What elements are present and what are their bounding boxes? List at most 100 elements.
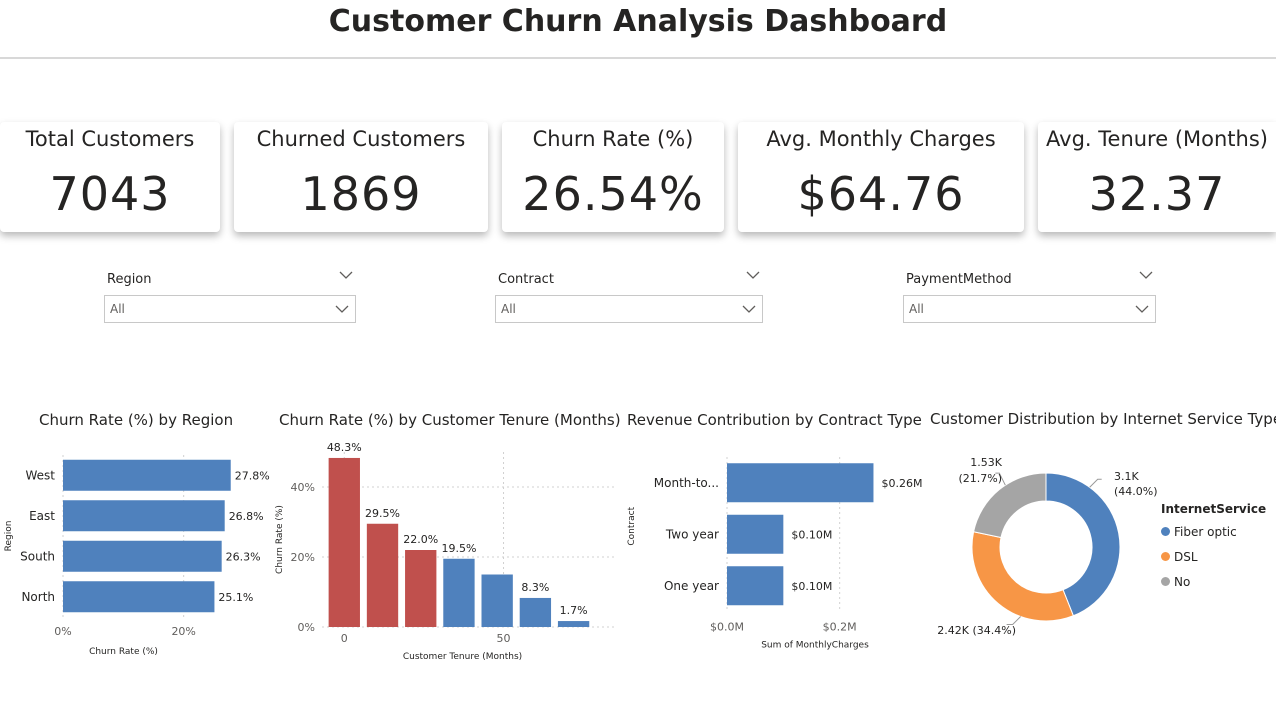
data-label: 29.5% [365,507,400,520]
data-label: 26.3% [226,550,261,563]
leader-line [995,472,1006,486]
kpi-label: Avg. Tenure (Months) [1046,127,1268,151]
kpi-value: 32.37 [1088,167,1226,221]
slicer-label: Region [107,272,152,287]
chevron-down-icon [742,305,756,313]
kpi-card-churned-customers[interactable]: Churned Customers 1869 [234,122,488,232]
payment-method-dropdown[interactable]: All [903,295,1156,323]
chevron-down-icon[interactable] [1139,268,1153,282]
x-axis-title: Churn Rate (%) [89,647,158,657]
data-label: $0.10M [791,528,832,541]
title-divider [0,57,1276,59]
contract-dropdown[interactable]: All [495,295,763,323]
y-axis-title: Region [4,521,14,552]
legend-item-fiber-optic[interactable]: Fiber optic [1161,525,1237,539]
bar [443,558,475,627]
data-label: 1.53K [970,456,1002,469]
bar [405,550,437,627]
bar [727,566,784,606]
legend-item-dsl[interactable]: DSL [1161,550,1198,564]
x-tick-label: $0.0M [710,621,744,634]
x-axis-title: Sum of MonthlyCharges [761,641,869,651]
dropdown-value: All [110,302,125,316]
kpi-label: Avg. Monthly Charges [766,127,996,151]
leader-line [1006,616,1022,626]
bar [519,597,552,627]
x-axis-title: Customer Tenure (Months) [403,652,522,662]
chart-title-contract: Revenue Contribution by Contract Type [627,411,922,429]
chevron-down-icon [1135,305,1149,313]
slicer-label: PaymentMethod [906,272,1012,287]
x-tick-label: 0 [341,632,348,645]
bar [366,523,399,627]
x-tick-label: 0% [54,625,71,638]
category-label: East [29,509,55,523]
data-label: 1.7% [560,604,588,617]
donut-slice [972,472,1047,539]
data-label: 27.8% [235,469,270,482]
legend-label: DSL [1174,550,1198,564]
y-tick-label: 20% [291,551,315,564]
kpi-label: Churn Rate (%) [532,127,694,151]
x-tick-label: 20% [171,625,195,638]
bar [727,463,874,503]
data-label: $0.26M [881,477,922,490]
dropdown-value: All [501,302,516,316]
kpi-label: Total Customers [25,127,195,151]
category-label: South [20,549,55,563]
region-dropdown[interactable]: All [104,295,356,323]
data-label: (44.0%) [1114,485,1158,498]
kpi-label: Churned Customers [256,127,466,151]
chart-title-region: Churn Rate (%) by Region [39,411,234,429]
data-label: 19.5% [441,542,476,555]
data-label: 26.8% [229,510,264,523]
chart-title-tenure: Churn Rate (%) by Customer Tenure (Month… [279,411,621,429]
kpi-value: $64.76 [797,167,965,221]
category-label: Two year [665,527,719,541]
kpi-card-total-customers[interactable]: Total Customers 7043 [0,122,220,232]
leader-line [1089,478,1102,488]
bar [481,574,513,627]
kpi-value: 1869 [300,167,422,221]
kpi-value: 26.54% [522,167,704,221]
data-label: 3.1K [1114,470,1139,483]
x-tick-label: 50 [497,632,511,645]
chevron-down-icon[interactable] [339,268,353,282]
data-label: 25.1% [218,591,253,604]
data-label: 22.0% [403,533,438,546]
bar [63,500,225,532]
legend-swatch [1161,527,1170,536]
legend-swatch [1161,577,1170,586]
category-label: North [21,590,55,604]
chevron-down-icon [335,305,349,313]
y-axis-title: Contract [627,506,637,545]
chevron-down-icon[interactable] [746,268,760,282]
y-tick-label: 0% [298,621,315,634]
donut-slice [971,531,1075,622]
bar [63,459,231,491]
internet-donut-chart: 3.1K (44.0%) 2.42K (34.4%) 1.53K (21.7%) [937,456,1158,637]
slicer-label: Contract [498,272,554,287]
bar [328,457,360,627]
y-axis-title: Churn Rate (%) [275,505,285,574]
legend-label: No [1174,575,1191,589]
data-label: $0.10M [791,580,832,593]
bar [63,540,222,572]
kpi-card-avg-tenure[interactable]: Avg. Tenure (Months) 32.37 [1038,122,1276,232]
category-label: West [25,468,55,482]
kpi-card-avg-monthly-charges[interactable]: Avg. Monthly Charges $64.76 [738,122,1024,232]
kpi-value: 7043 [49,167,171,221]
chart-title-internet: Customer Distribution by Internet Servic… [930,410,1276,428]
legend-title: InternetService [1161,502,1267,516]
data-label: 8.3% [521,581,549,594]
legend-item-no[interactable]: No [1161,575,1190,589]
category-label: One year [664,579,719,593]
x-tick-label: $0.2M [823,621,857,634]
donut-slice [1045,472,1121,617]
y-tick-label: 40% [291,481,315,494]
page-title: Customer Churn Analysis Dashboard [328,4,948,39]
tenure-bar-chart: 0% 20% 40% 0 50 48.3% 29.5%22.0%19.5% 8.3% 1.7% C… [275,441,615,662]
data-label: (21.7%) [958,472,1002,485]
kpi-card-churn-rate[interactable]: Churn Rate (%) 26.54% [502,122,724,232]
category-label: Month-to... [654,476,719,490]
